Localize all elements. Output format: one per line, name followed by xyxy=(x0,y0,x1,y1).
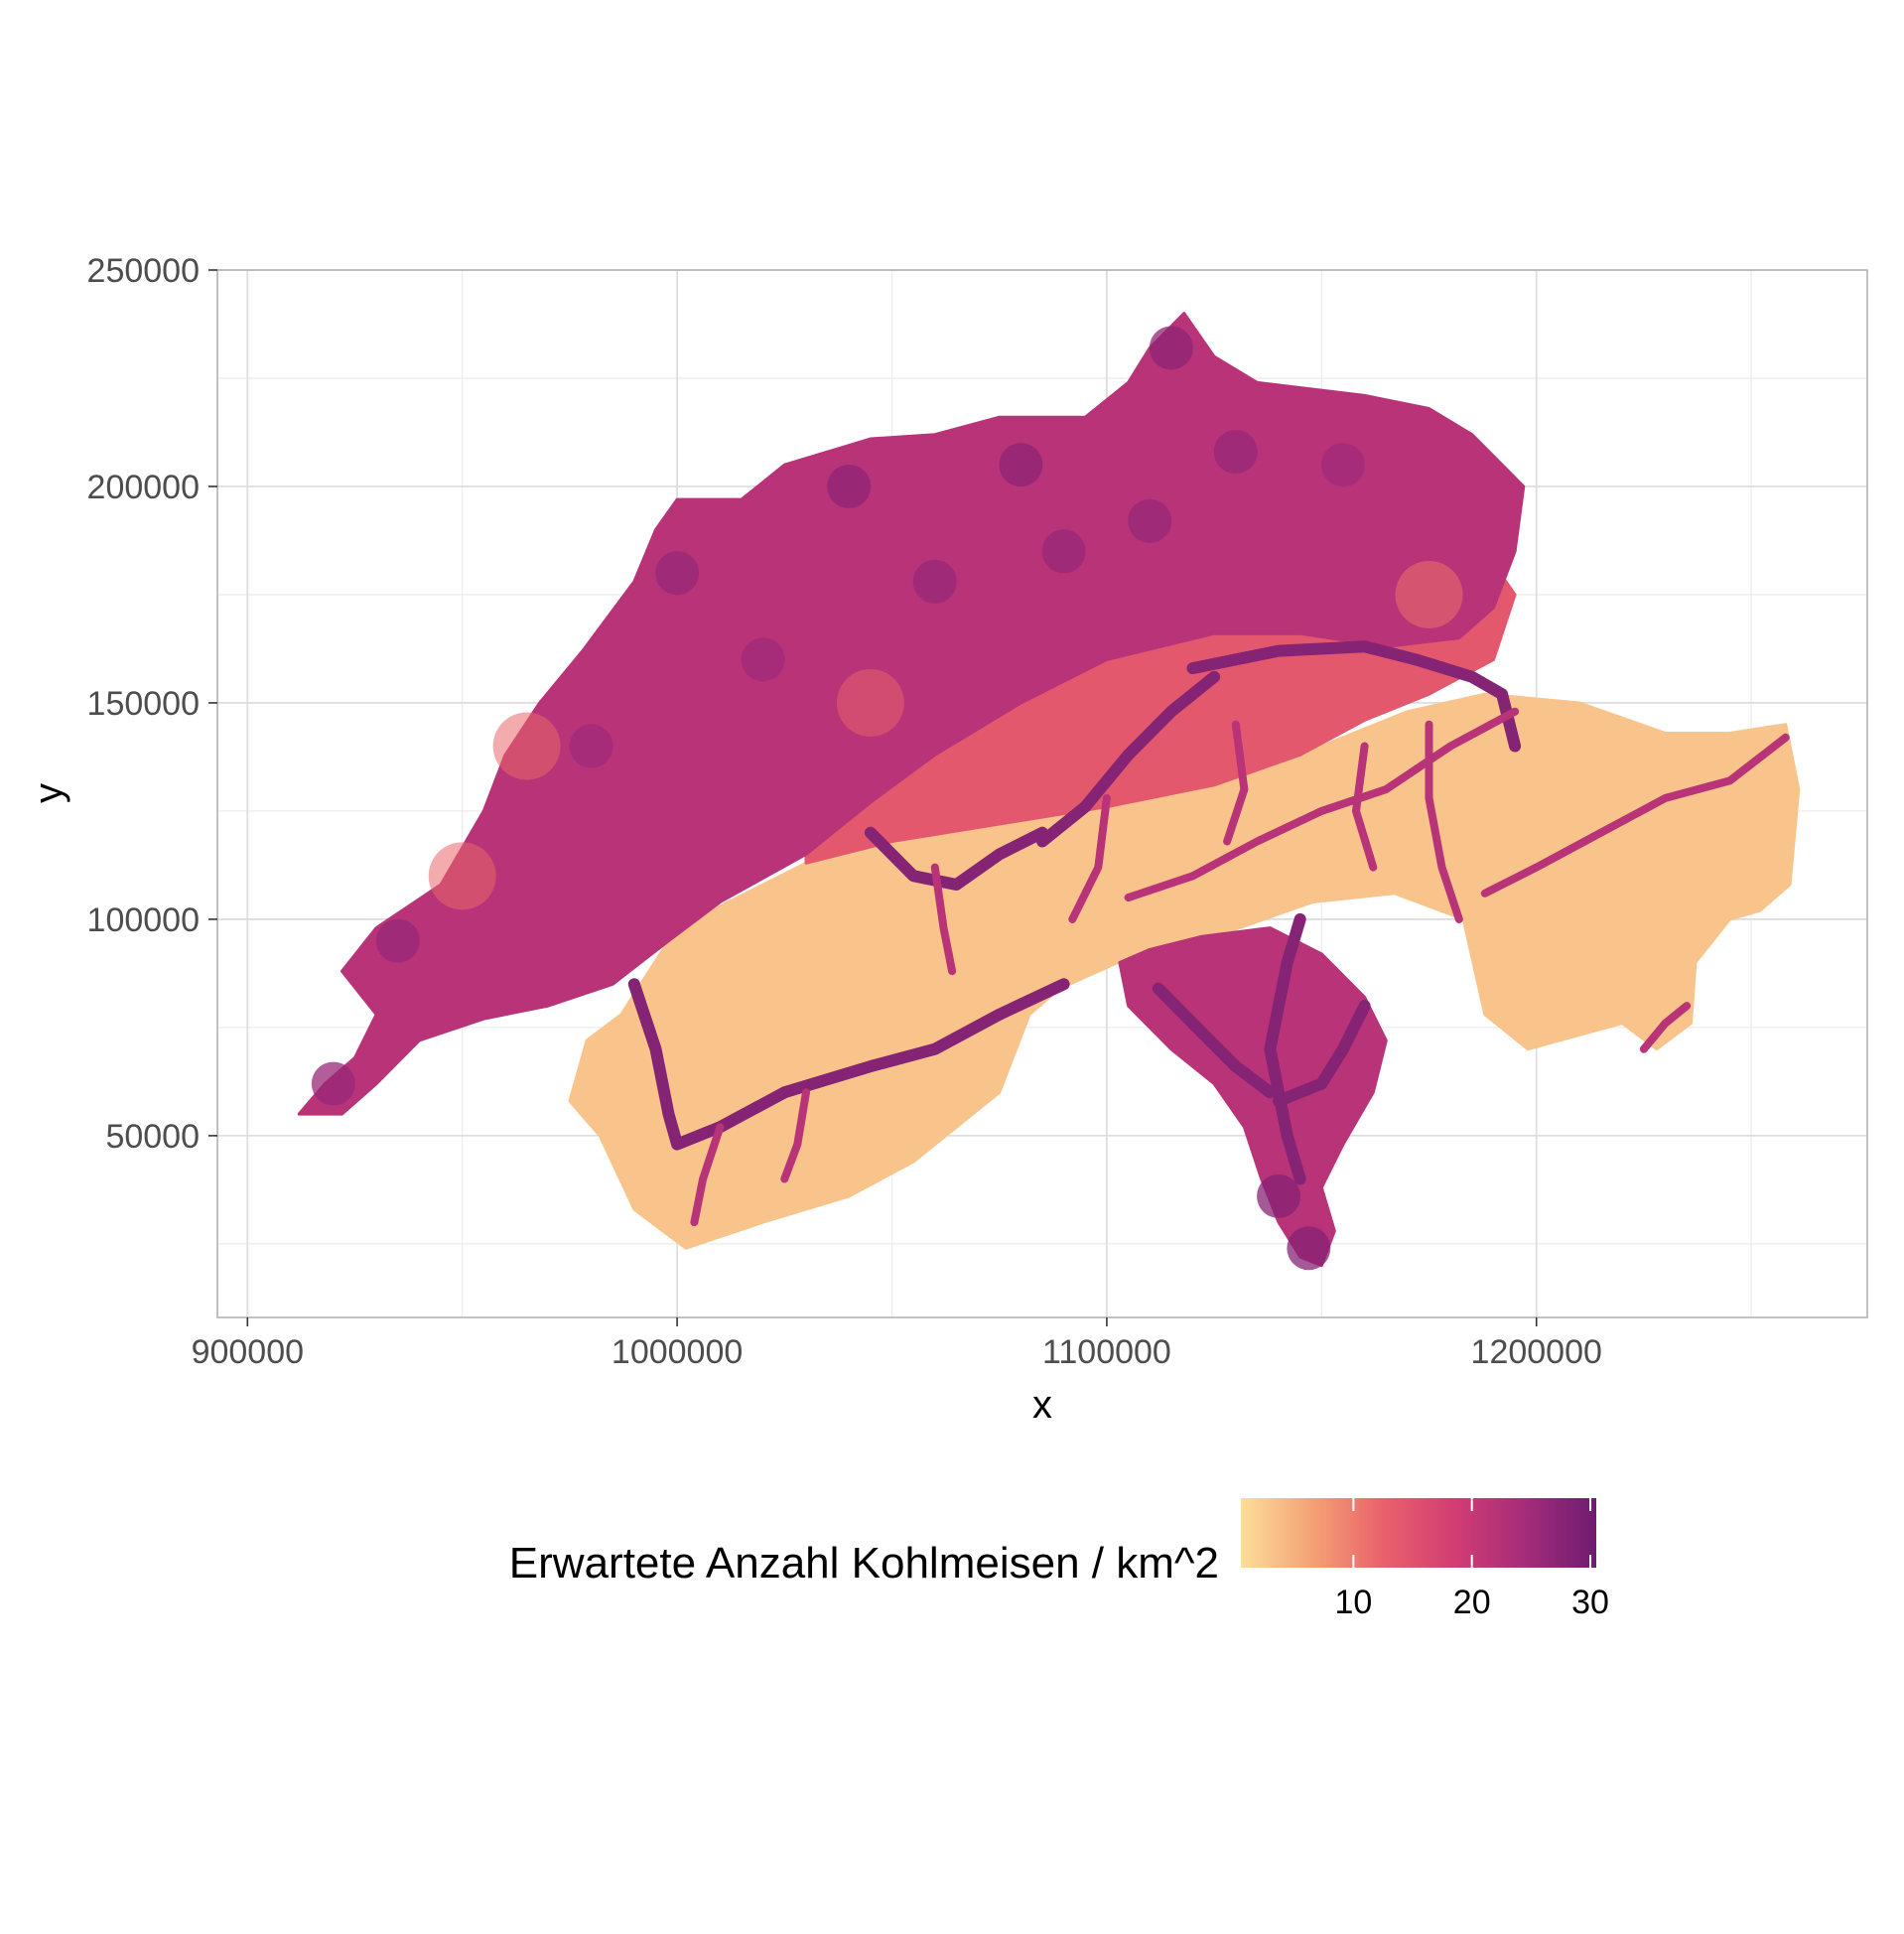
colorbar-title: Erwartete Anzahl Kohlmeisen / km^2 xyxy=(509,1539,1219,1588)
hotspot xyxy=(1149,326,1193,370)
x-tick-label: 900000 xyxy=(192,1333,304,1371)
valley-high xyxy=(690,1123,725,1227)
valley-high xyxy=(1425,720,1463,923)
valley-very_high xyxy=(1036,670,1221,848)
valley-high xyxy=(1068,793,1111,923)
x-tick-label: 1200000 xyxy=(1471,1333,1602,1371)
colorbar-ticks: 10 20 30 xyxy=(1334,1498,1609,1621)
hotspot xyxy=(311,1061,355,1106)
hotspot xyxy=(655,551,700,596)
hotspot xyxy=(1287,1226,1331,1271)
colorbar-tick-label: 30 xyxy=(1571,1584,1609,1621)
y-axis-title: y xyxy=(27,783,70,803)
plot-panel-border xyxy=(216,269,1868,1318)
valley-very_high xyxy=(1264,912,1306,1185)
hotspot xyxy=(1041,529,1086,574)
colorbar-legend: Erwartete Anzahl Kohlmeisen / km^2 10 20 3… xyxy=(509,1498,1609,1621)
y-tick-label: 150000 xyxy=(87,685,200,723)
colorbar xyxy=(1241,1498,1596,1568)
valley-high xyxy=(780,1088,810,1183)
hotspot xyxy=(1257,1174,1301,1218)
colorbar-tick-label: 10 xyxy=(1334,1584,1372,1621)
valley-high xyxy=(1639,1002,1692,1053)
valley-high xyxy=(930,863,957,976)
y-tick-label: 50000 xyxy=(105,1118,200,1156)
valley-high xyxy=(1124,707,1520,902)
density-raster xyxy=(297,312,1801,1271)
x-axis: 900000 1000000 1100000 1200000 xyxy=(192,1317,1602,1371)
y-tick-label: 250000 xyxy=(87,252,200,290)
valley-very_high xyxy=(1152,982,1277,1099)
pale-spot xyxy=(492,712,561,780)
valley-very_high xyxy=(627,978,1070,1151)
pale-spot xyxy=(836,668,904,737)
hotspot xyxy=(827,464,872,508)
y-axis: 50000 100000 150000 200000 250000 xyxy=(87,252,217,1156)
hotspot xyxy=(1128,498,1172,543)
x-tick-label: 1100000 xyxy=(1042,1333,1171,1371)
valley-very_high xyxy=(864,826,1048,891)
valley-very_high xyxy=(1186,640,1522,753)
hotspot xyxy=(741,637,785,682)
colorbar-tick-label: 20 xyxy=(1453,1584,1491,1621)
valley-very_high xyxy=(1273,1000,1371,1107)
y-tick-label: 200000 xyxy=(87,469,200,506)
y-tick-label: 100000 xyxy=(87,901,200,939)
hotspot xyxy=(999,443,1043,487)
hotspot xyxy=(1320,443,1365,487)
valley-high xyxy=(1223,720,1249,846)
hotspot xyxy=(569,724,613,768)
valley-high xyxy=(1352,742,1378,872)
hotspot xyxy=(375,918,420,963)
pale-spot xyxy=(428,842,496,910)
pale-spot xyxy=(1395,560,1463,628)
x-tick-label: 1000000 xyxy=(612,1333,743,1371)
valley-high xyxy=(1480,733,1790,898)
hotspot xyxy=(912,559,957,604)
hotspot xyxy=(1213,430,1258,475)
x-axis-title: x xyxy=(1032,1383,1052,1427)
